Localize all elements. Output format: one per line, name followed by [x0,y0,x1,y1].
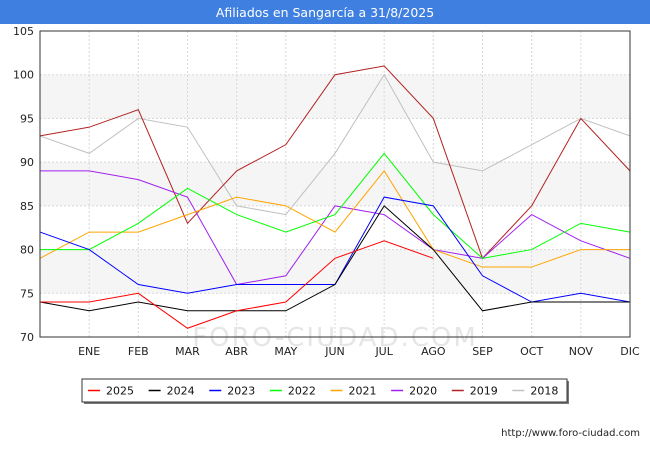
legend-label-2025: 2025 [106,385,134,398]
series-line-2019 [39,65,631,260]
legend-label-2024: 2024 [167,385,195,398]
x-tick-label: JUN [324,345,345,358]
source-url[interactable]: http://www.foro-ciudad.com [501,428,640,439]
y-tick-label: 85 [20,200,34,213]
series-line-2024 [39,205,630,312]
x-tick-label: ENE [78,345,100,358]
y-tick-label: 105 [13,25,34,38]
x-tick-label: ABR [225,345,248,358]
x-tick-label: AGO [421,345,446,358]
y-tick-label: 80 [20,244,34,257]
legend-label-2021: 2021 [349,385,377,398]
legend-label-2023: 2023 [227,385,255,398]
series-line-2018 [39,73,631,216]
y-tick-label: 100 [13,69,34,82]
gridlines [40,30,630,338]
y-tick-label: 75 [20,287,34,300]
x-tick-label: MAY [274,345,297,358]
axes: 70 75 80 85 90 95 100 105 ENE FEB MAR ABR MAY JUN JUL A… [13,25,640,358]
legend-label-2022: 2022 [288,385,316,398]
plot-frame [39,30,631,338]
series-lines [39,65,631,329]
y-tick-label: 70 [20,331,34,344]
legend: 2025 2024 2023 2022 2021 2020 2019 2018 [81,378,569,404]
y-tick-label: 90 [20,156,34,169]
legend-label-2019: 2019 [470,385,498,398]
series-line-2021 [39,170,630,268]
line-chart: FORO-CIUDAD.COM 70 75 80 85 90 95 100 105 ENE FEB… [13,25,640,404]
x-tick-label: NOV [569,345,594,358]
legend-label-2018: 2018 [530,385,558,398]
x-tick-label: FEB [128,345,149,358]
x-tick-label: JUL [374,345,393,358]
series-line-2022 [40,152,631,259]
legend-box [81,378,568,403]
x-tick-label: SEP [472,345,493,358]
legend-label-2020: 2020 [409,385,437,398]
x-tick-label: OCT [520,345,543,358]
series-line-2025 [40,240,434,329]
series-line-2020 [40,170,631,286]
x-tick-label: MAR [175,345,200,358]
y-tick-label: 95 [20,112,34,125]
watermark-text: FORO-CIUDAD.COM [192,323,478,353]
x-tick-label: DIC [620,345,640,358]
chart-title: Afiliados en Sangarcía a 31/8/2025 [0,0,650,24]
